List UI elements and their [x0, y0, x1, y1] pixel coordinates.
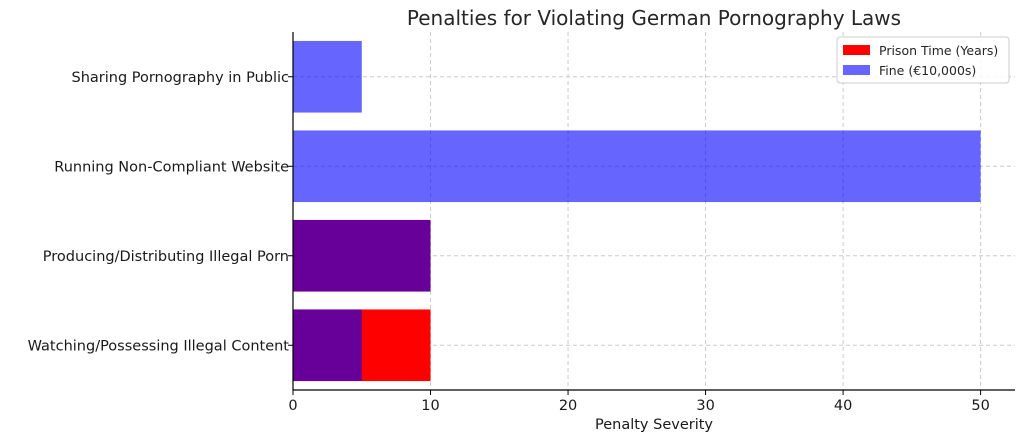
legend-swatch — [843, 65, 870, 75]
x-tick-label: 20 — [559, 398, 577, 414]
x-tick-label: 0 — [288, 398, 297, 414]
tick-labels: 0 10 20 30 40 50 Watching/Possessing Illegal C… — [28, 70, 990, 414]
bar-fine — [293, 309, 362, 381]
chart: Penalties for Violating German Pornograp… — [0, 0, 1024, 441]
chart-title: Penalties for Violating German Pornograp… — [407, 6, 901, 30]
y-tick-label: Watching/Possessing Illegal Content — [28, 338, 290, 354]
legend-label: Fine (€10,000s) — [879, 63, 976, 78]
x-tick-label: 10 — [421, 398, 439, 414]
bars — [293, 41, 981, 381]
x-tick-label: 30 — [696, 398, 714, 414]
y-tick-label: Producing/Distributing Illegal Porn — [43, 249, 289, 265]
x-axis-label: Penalty Severity — [595, 417, 713, 433]
bar-fine — [293, 41, 362, 113]
x-tick-label: 40 — [834, 398, 852, 414]
legend: Prison Time (Years) Fine (€10,000s) — [837, 37, 1009, 83]
x-tick-label: 50 — [971, 398, 989, 414]
bar-fine — [293, 220, 431, 292]
y-tick-label: Running Non-Compliant Website — [54, 159, 289, 175]
legend-swatch — [843, 45, 870, 55]
legend-label: Prison Time (Years) — [879, 43, 998, 58]
y-tick-label: Sharing Pornography in Public — [71, 70, 289, 86]
bar-fine — [293, 130, 981, 202]
bar-chart-svg: Penalties for Violating German Pornograp… — [0, 0, 1024, 441]
